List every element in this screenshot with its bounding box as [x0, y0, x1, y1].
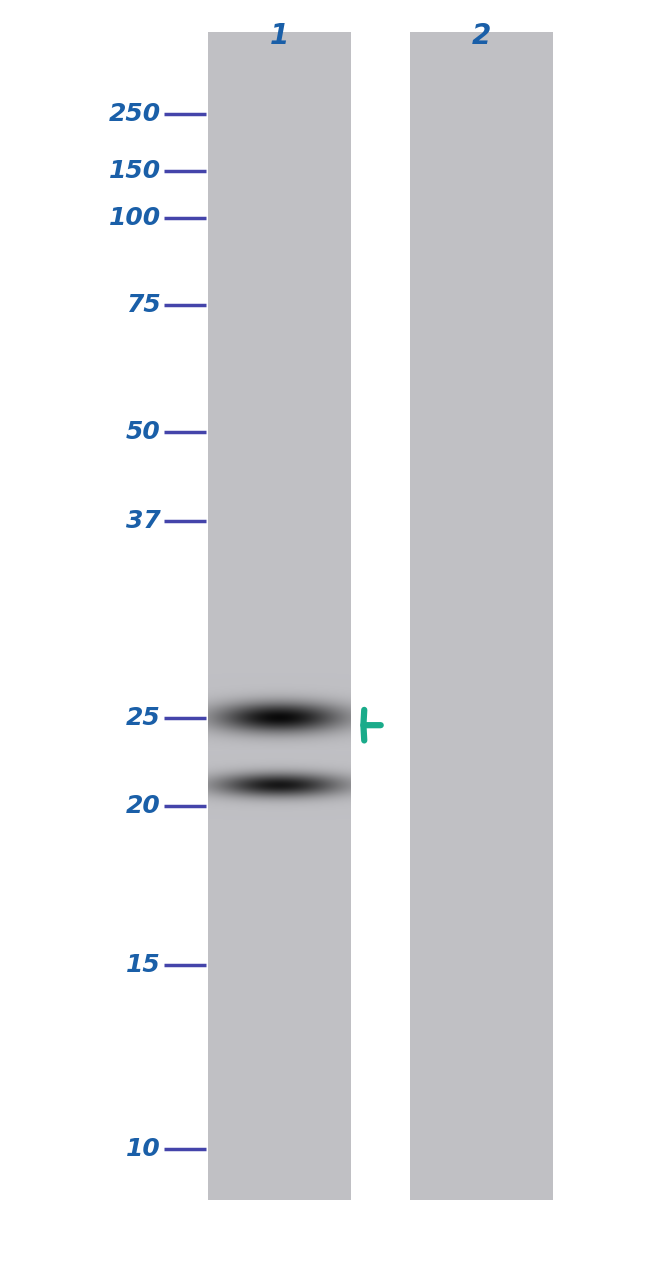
- Bar: [208, 32, 351, 1200]
- Bar: [410, 32, 552, 1200]
- Text: 1: 1: [270, 22, 289, 50]
- Text: 150: 150: [109, 160, 161, 183]
- Text: 25: 25: [126, 706, 161, 729]
- Text: 250: 250: [109, 103, 161, 126]
- Text: 100: 100: [109, 207, 161, 230]
- Text: 37: 37: [126, 509, 161, 532]
- Text: 10: 10: [126, 1138, 161, 1161]
- Text: 2: 2: [471, 22, 491, 50]
- Text: 15: 15: [126, 954, 161, 977]
- Text: 75: 75: [126, 293, 161, 316]
- Text: 20: 20: [126, 795, 161, 818]
- Text: 50: 50: [126, 420, 161, 443]
